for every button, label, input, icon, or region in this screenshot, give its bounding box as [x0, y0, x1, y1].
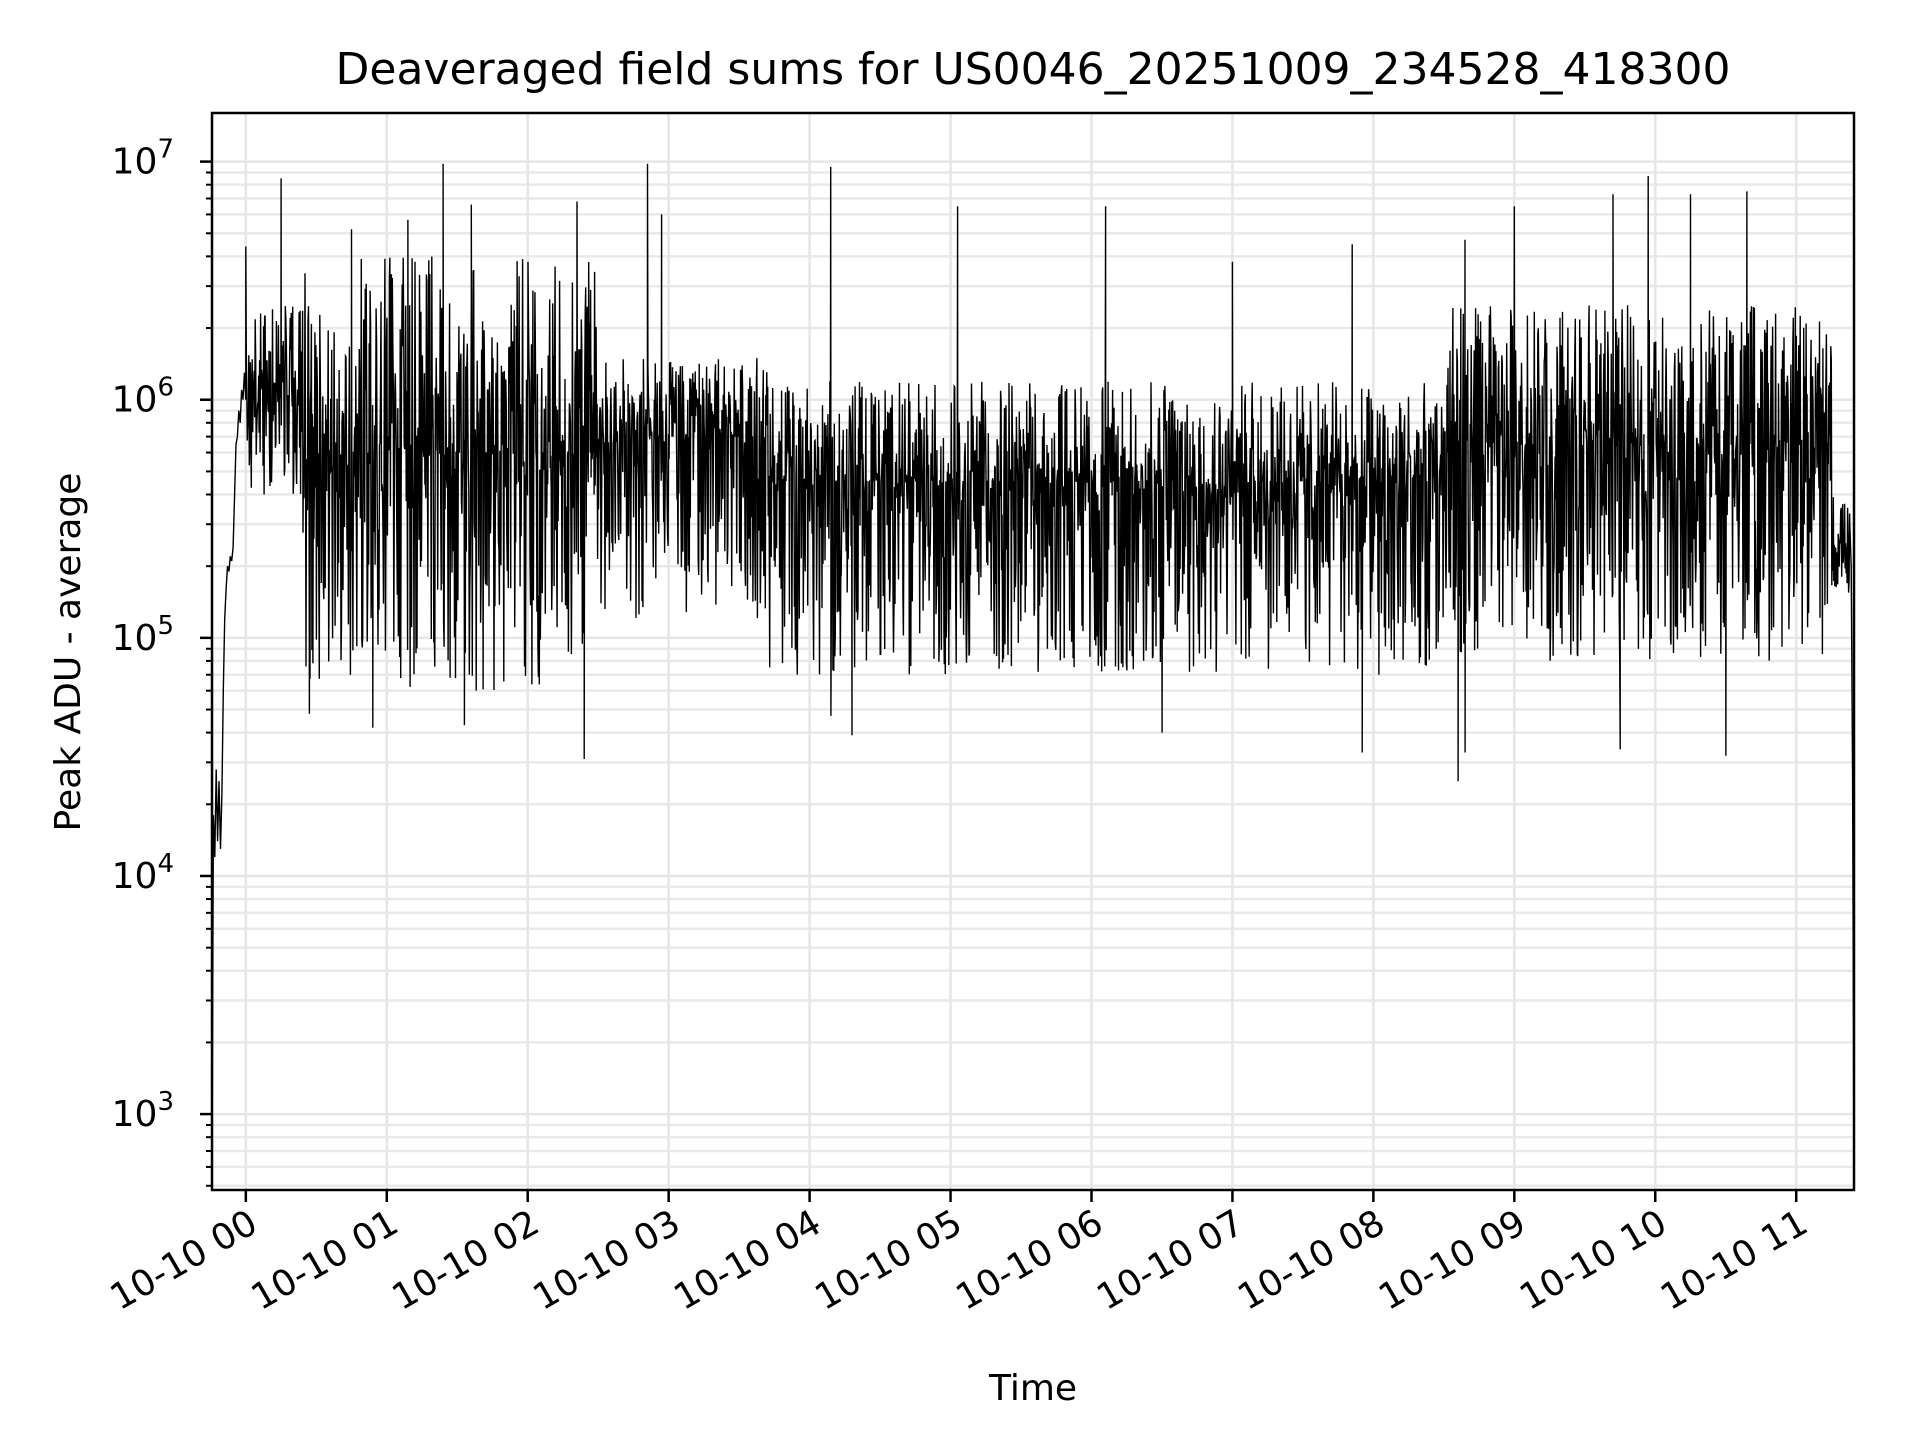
y-tick-label: 103 [112, 1087, 174, 1135]
y-tick-label: 104 [112, 849, 174, 897]
y-tick-label: 107 [112, 135, 174, 183]
y-tick-label: 105 [112, 611, 174, 659]
data-series-line [211, 163, 1855, 1186]
x-axis-label: Time [988, 1368, 1077, 1409]
y-axis: 103 104 105 106 107 [112, 135, 212, 1187]
y-axis-label: Peak ADU - average [48, 473, 89, 832]
grid [212, 113, 1854, 1190]
chart-title: Deaveraged field sums for US0046_2025100… [336, 44, 1731, 95]
y-tick-label: 106 [112, 373, 174, 421]
plot-frame [210, 111, 1856, 1192]
series-path [211, 163, 1855, 1186]
